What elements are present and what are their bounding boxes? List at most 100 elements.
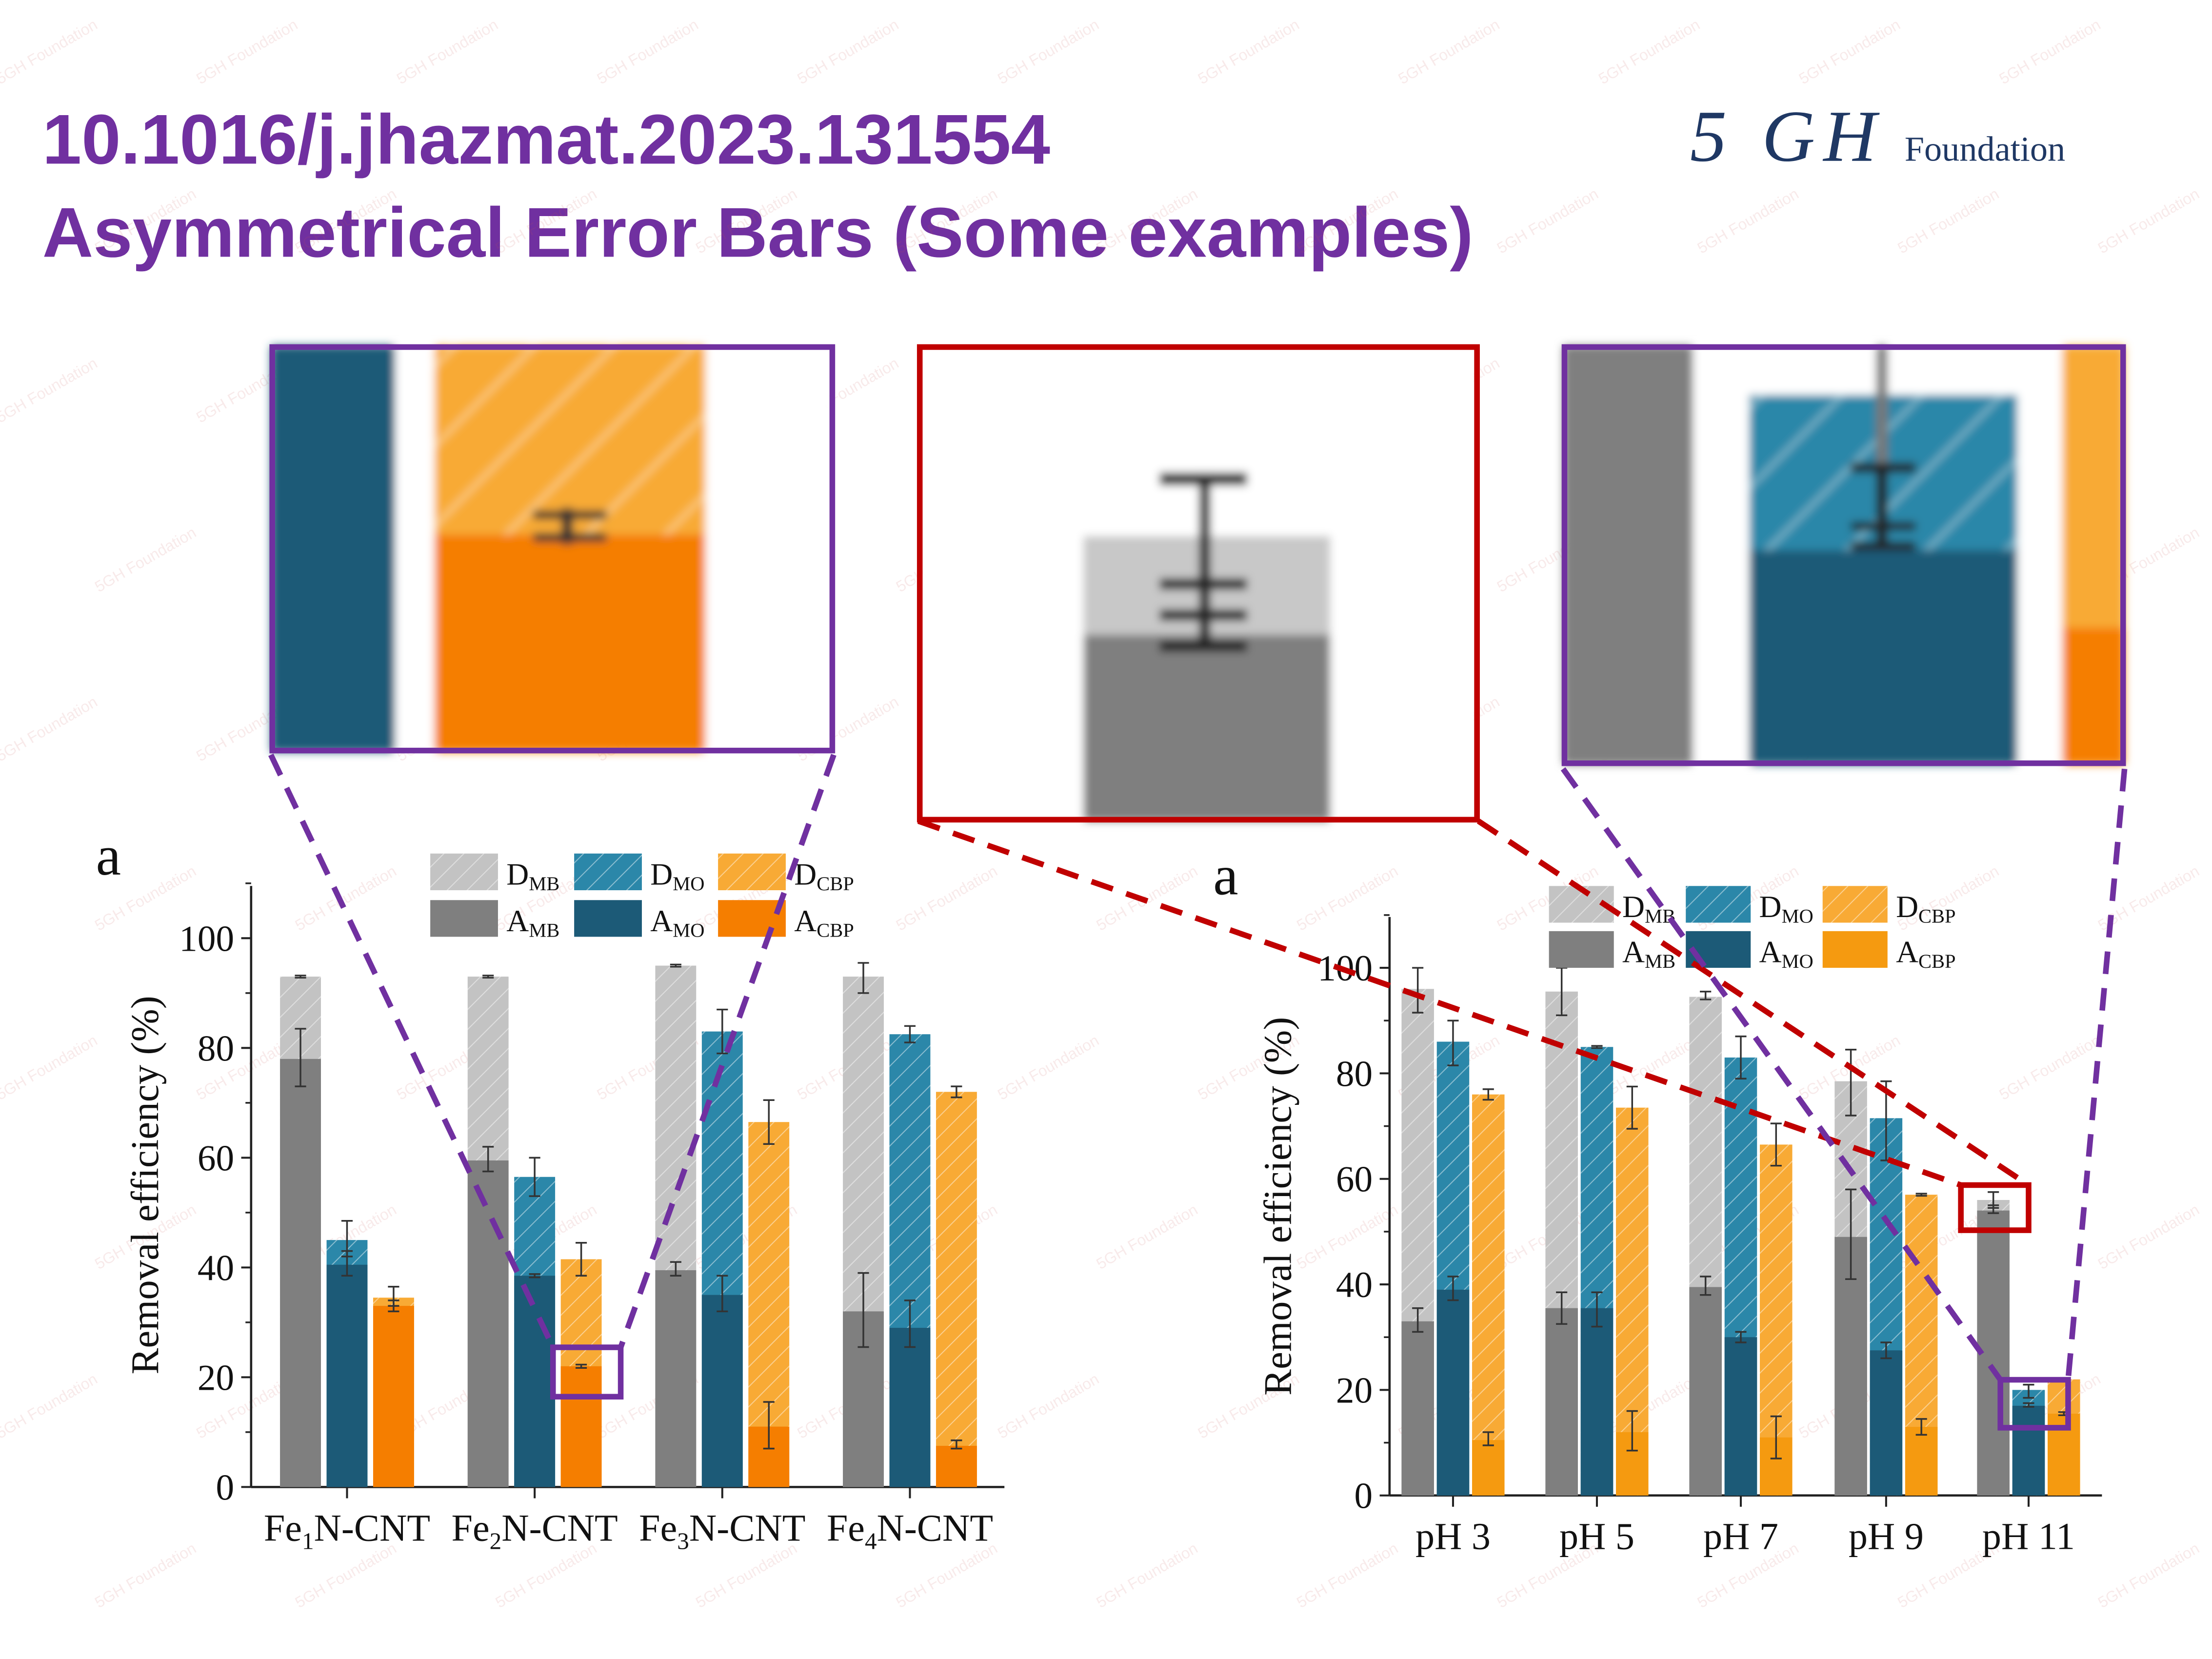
y-tick-label: 80	[1336, 1054, 1373, 1094]
watermark-text: 5GH Foundation	[1294, 185, 1401, 257]
watermark-text: 5GH Foundation	[995, 1370, 1102, 1442]
callout-line	[2065, 768, 2128, 1380]
x-tick-label: pH 5	[1559, 1515, 1634, 1558]
watermark-text: 5GH Foundation	[492, 185, 599, 257]
bar-a_cbp	[373, 1306, 414, 1487]
y-tick-label: 100	[179, 919, 234, 959]
watermark-text: 5GH Foundation	[92, 1539, 199, 1611]
watermark-text: 5GH Foundation	[995, 16, 1102, 88]
panel-label: a	[96, 825, 121, 887]
bar-a_mb	[1834, 1237, 1867, 1496]
x-tick-label: Fe4N-CNT	[827, 1506, 993, 1554]
foundation-logo: 5 GH Foundation	[1690, 96, 2065, 180]
x-tick-label: Fe1N-CNT	[264, 1506, 430, 1554]
watermark-text: 5GH Foundation	[2095, 185, 2202, 257]
legend-label: ACBP	[794, 903, 854, 941]
bar-a_cbp	[936, 1445, 977, 1487]
zoom-panel-right	[1561, 344, 2126, 766]
watermark-text: 5GH Foundation	[0, 16, 100, 88]
legend-swatch-hatch	[574, 853, 642, 890]
callouts	[268, 753, 2128, 1381]
legend-label: AMO	[1759, 934, 1813, 972]
y-axis-label: Removal efficiency (%)	[123, 996, 167, 1374]
callout-line	[618, 754, 837, 1349]
bar-a_mo	[701, 1295, 743, 1487]
x-tick-label: pH 3	[1415, 1515, 1491, 1558]
logo-mark: 5 GH	[1690, 97, 1885, 178]
watermark-text: 5GH Foundation	[893, 862, 1000, 934]
highlight-boxes	[550, 1182, 2071, 1431]
watermark-text: 5GH Foundation	[1694, 185, 1801, 257]
watermark-text: 5GH Foundation	[2095, 1200, 2202, 1273]
watermark-text: 5GH Foundation	[1093, 1539, 1200, 1611]
watermark-text: 5GH Foundation	[1494, 185, 1601, 257]
watermark-text: 5GH Foundation	[1395, 16, 1502, 88]
watermark-text: 5GH Foundation	[1294, 1539, 1401, 1611]
bar-a_mo	[1724, 1337, 1757, 1496]
legend-label: DMO	[650, 857, 704, 895]
legend-label: DCBP	[794, 857, 854, 895]
watermark-text: 5GH Foundation	[893, 1539, 1000, 1611]
watermark-text: 5GH Foundation	[394, 16, 501, 88]
watermark-text: 5GH Foundation	[1996, 1031, 2103, 1103]
legend-label: DCBP	[1896, 889, 1955, 927]
bar-a_mb	[1545, 1308, 1578, 1496]
zoom-panel-left	[269, 344, 836, 754]
y-tick-label: 20	[1336, 1370, 1373, 1411]
watermark-text: 5GH Foundation	[492, 1539, 599, 1611]
y-axis-label: Removal efficiency (%)	[1255, 1017, 1299, 1396]
bar-a_cbp	[1472, 1440, 1505, 1496]
panel-label: a	[1213, 845, 1238, 907]
bar-a_mo	[326, 1264, 368, 1487]
y-tick-label: 0	[216, 1467, 235, 1508]
legend-swatch-hatch	[1686, 886, 1751, 923]
callout-line	[1560, 767, 2003, 1381]
watermark-text: 5GH Foundation	[0, 1370, 100, 1442]
legend-label: AMO	[650, 903, 704, 941]
bar-hatch	[1472, 1094, 1505, 1496]
watermark-text: 5GH Foundation	[1195, 16, 1302, 88]
bar-hatch	[936, 1092, 977, 1487]
bar-a_mb	[1689, 1287, 1722, 1496]
legend-label: DMB	[1622, 889, 1675, 927]
legend-swatch	[574, 900, 642, 937]
bar-a_mb	[655, 1270, 697, 1487]
y-tick-label: 40	[1336, 1265, 1373, 1305]
watermark-text: 5GH Foundation	[1894, 185, 2002, 257]
legend-swatch-hatch	[718, 853, 786, 890]
legend-label: ACBP	[1896, 934, 1955, 972]
watermark-text: 5GH Foundation	[1294, 862, 1401, 934]
bar-a_mb	[467, 1160, 509, 1487]
x-tick-label: pH 7	[1703, 1515, 1778, 1558]
watermark-text: 5GH Foundation	[693, 185, 800, 257]
legend-swatch-hatch	[430, 853, 498, 890]
legend-label: DMO	[1759, 889, 1813, 927]
watermark-text: 5GH Foundation	[693, 1539, 800, 1611]
bar-a_mo	[1580, 1308, 1614, 1496]
bar-a_mo	[1870, 1350, 1903, 1496]
watermark-text: 5GH Foundation	[292, 862, 399, 934]
watermark-text: 5GH Foundation	[893, 185, 1000, 257]
watermark-text: 5GH Foundation	[1796, 16, 1903, 88]
watermark-text: 5GH Foundation	[2095, 1539, 2202, 1611]
x-tick-label: pH 9	[1849, 1515, 1924, 1558]
bar-a_cbp	[560, 1366, 602, 1487]
highlight-box	[1958, 1182, 2032, 1233]
y-tick-label: 40	[198, 1248, 234, 1288]
legend-label: DMB	[506, 857, 559, 895]
chart-catalyst: 0 20 40 60 80 100 a Removal efficiency (%) Fe1N-…	[96, 825, 1005, 1555]
y-tick-label: 60	[1336, 1159, 1373, 1200]
bar-a_mo	[514, 1276, 556, 1487]
legend-swatch	[430, 900, 498, 937]
bar-a_mo	[1436, 1289, 1470, 1496]
bar-a_mb	[1401, 1321, 1434, 1496]
watermark-text: 5GH Foundation	[594, 16, 701, 88]
watermark-text: 5GH Foundation	[292, 185, 399, 257]
legend-swatch	[1822, 931, 1888, 968]
slide-subtitle: Asymmetrical Error Bars (Some examples)	[42, 193, 1474, 273]
legend-label: AMB	[506, 903, 559, 941]
logo-word: Foundation	[1904, 131, 2066, 170]
watermark-text: 5GH Foundation	[1093, 185, 1200, 257]
